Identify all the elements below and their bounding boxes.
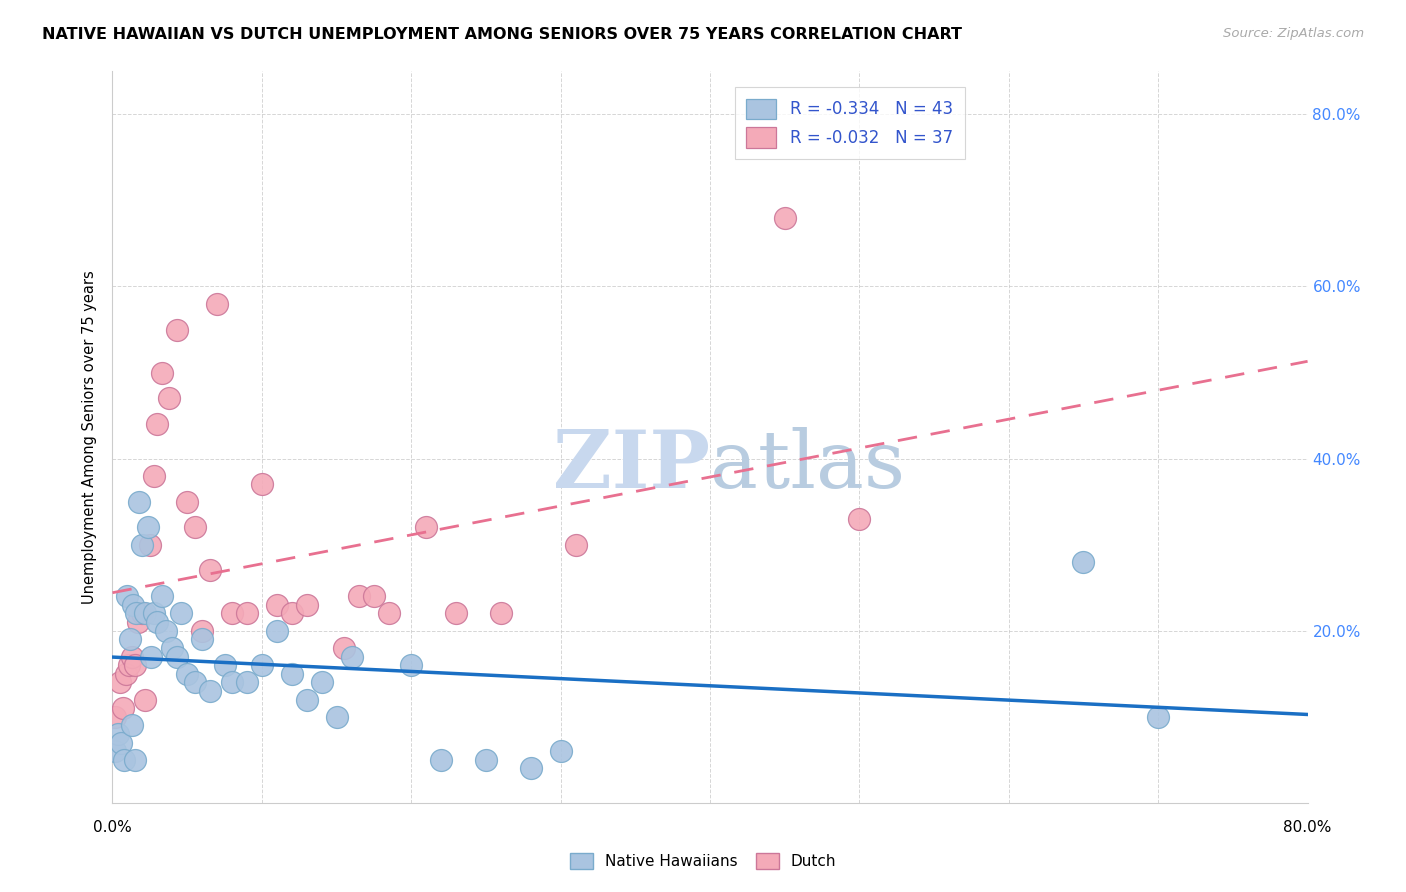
Point: [134, 692, 156, 706]
Point: [198, 684, 221, 698]
Point: [311, 675, 333, 690]
Point: [170, 607, 193, 621]
Point: [550, 744, 572, 758]
Text: atlas: atlas: [710, 427, 905, 506]
Point: [114, 753, 135, 767]
Point: [162, 640, 183, 655]
Point: [520, 761, 543, 775]
Point: [214, 658, 236, 673]
Point: [104, 744, 127, 758]
Point: [124, 753, 146, 767]
Point: [848, 512, 870, 526]
Point: [125, 607, 148, 621]
Point: [183, 520, 205, 534]
Point: [401, 658, 423, 673]
Point: [118, 658, 141, 673]
Point: [295, 692, 318, 706]
Point: [176, 666, 198, 681]
Point: [115, 666, 138, 681]
Point: [236, 675, 259, 690]
Point: [347, 589, 370, 603]
Point: [146, 417, 169, 432]
Point: [108, 675, 131, 690]
Point: [110, 735, 132, 749]
Point: [155, 624, 177, 638]
Point: [150, 589, 173, 603]
Legend: Native Hawaiians, Dutch: Native Hawaiians, Dutch: [564, 847, 842, 875]
Point: [250, 658, 273, 673]
Point: [198, 564, 221, 578]
Point: [191, 624, 214, 638]
Point: [122, 598, 145, 612]
Point: [281, 666, 304, 681]
Point: [124, 658, 146, 673]
Point: [107, 727, 129, 741]
Text: Source: ZipAtlas.com: Source: ZipAtlas.com: [1223, 27, 1364, 40]
Point: [176, 494, 198, 508]
Point: [138, 520, 160, 534]
Point: [104, 710, 127, 724]
Point: [146, 615, 169, 629]
Point: [236, 607, 259, 621]
Legend: R = -0.334   N = 43, R = -0.032   N = 37: R = -0.334 N = 43, R = -0.032 N = 37: [735, 87, 965, 160]
Point: [250, 477, 273, 491]
Point: [1147, 710, 1170, 724]
Point: [430, 753, 453, 767]
Point: [150, 366, 173, 380]
Point: [415, 520, 437, 534]
Point: [131, 538, 153, 552]
Y-axis label: Unemployment Among Seniors over 75 years: Unemployment Among Seniors over 75 years: [82, 270, 97, 604]
Point: [120, 632, 142, 647]
Point: [141, 649, 163, 664]
Point: [205, 296, 228, 310]
Point: [340, 649, 363, 664]
Point: [378, 607, 401, 621]
Point: [221, 675, 243, 690]
Point: [489, 607, 512, 621]
Point: [333, 640, 356, 655]
Point: [121, 649, 143, 664]
Point: [564, 538, 586, 552]
Point: [157, 392, 180, 406]
Point: [111, 701, 134, 715]
Point: [128, 494, 150, 508]
Point: [773, 211, 796, 225]
Point: [127, 615, 149, 629]
Point: [295, 598, 318, 612]
Point: [221, 607, 243, 621]
Point: [183, 675, 205, 690]
Point: [444, 607, 467, 621]
Point: [139, 538, 162, 552]
Text: NATIVE HAWAIIAN VS DUTCH UNEMPLOYMENT AMONG SENIORS OVER 75 YEARS CORRELATION CH: NATIVE HAWAIIAN VS DUTCH UNEMPLOYMENT AM…: [42, 27, 962, 42]
Point: [134, 607, 156, 621]
Point: [117, 589, 139, 603]
Point: [281, 607, 304, 621]
Text: 0.0%: 0.0%: [93, 820, 132, 835]
Point: [143, 607, 166, 621]
Text: 80.0%: 80.0%: [1284, 820, 1331, 835]
Point: [191, 632, 214, 647]
Point: [131, 607, 153, 621]
Point: [363, 589, 385, 603]
Point: [325, 710, 347, 724]
Text: ZIP: ZIP: [553, 427, 710, 506]
Point: [266, 598, 288, 612]
Point: [166, 649, 188, 664]
Point: [266, 624, 288, 638]
Point: [121, 718, 143, 732]
Point: [143, 468, 166, 483]
Point: [475, 753, 498, 767]
Point: [166, 322, 188, 336]
Point: [1073, 555, 1095, 569]
